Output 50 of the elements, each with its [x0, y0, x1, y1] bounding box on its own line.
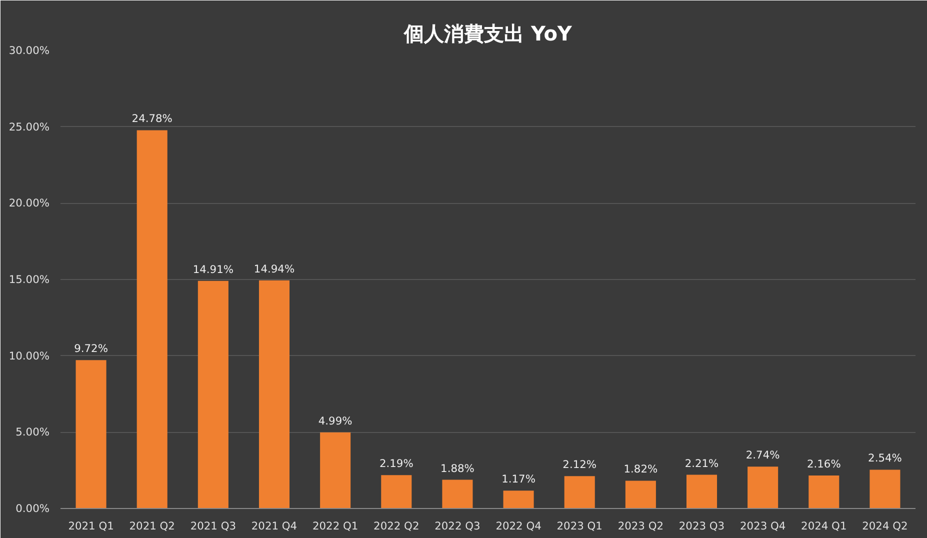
bar [870, 470, 900, 508]
x-tick-label: 2021 Q3 [190, 520, 236, 532]
bar [748, 466, 778, 508]
y-tick-label: 0.00% [16, 502, 50, 515]
bar [686, 474, 718, 508]
x-tick-label: 2022 Q1 [312, 520, 358, 532]
data-label: 2.54% [868, 452, 902, 465]
bar [198, 280, 228, 508]
bar [625, 480, 656, 508]
data-label: 14.91% [192, 262, 234, 276]
x-tick-label: 2024 Q2 [862, 520, 908, 532]
x-tick-label: 2022 Q2 [374, 520, 420, 532]
data-label: 2.19% [379, 457, 414, 470]
data-label: 4.99% [318, 414, 352, 428]
bar [320, 432, 351, 508]
y-tick-label: 5.00% [16, 426, 50, 439]
x-tick-label: 2023 Q2 [618, 520, 664, 532]
x-tick-label: 2024 Q1 [801, 520, 847, 532]
data-label: 1.88% [440, 462, 474, 475]
data-label: 14.94% [254, 262, 295, 276]
data-label: 1.17% [502, 472, 536, 486]
y-tick-label: 25.00% [8, 120, 50, 134]
y-tick-label: 30.00% [8, 44, 50, 57]
data-label: 24.78% [132, 112, 172, 126]
bar [503, 490, 534, 508]
data-label: 9.72% [74, 342, 108, 356]
x-tick-label: 2023 Q1 [556, 520, 602, 532]
x-tick-label: 2023 Q4 [740, 520, 786, 532]
bar [381, 475, 412, 508]
bar [564, 476, 595, 508]
data-label: 1.82% [624, 462, 658, 476]
bar [76, 360, 106, 508]
data-label: 2.74% [746, 448, 780, 462]
x-tick-label: 2022 Q4 [496, 520, 542, 532]
bar [258, 280, 290, 508]
bar [808, 476, 840, 508]
bar [136, 130, 168, 508]
data-label: 2.16% [806, 458, 841, 471]
y-tick-label: 15.00% [8, 273, 50, 286]
y-tick-label: 10.00% [8, 349, 50, 362]
x-tick-label: 2021 Q4 [251, 520, 298, 532]
x-tick-label: 2021 Q1 [68, 520, 114, 532]
chart-title: 個人消費支出 YoY [403, 22, 572, 46]
x-tick-label: 2022 Q3 [434, 520, 480, 532]
data-label: 2.21% [684, 456, 719, 470]
y-tick-label: 20.00% [8, 196, 50, 210]
bar [442, 480, 473, 508]
x-tick-label: 2021 Q2 [129, 520, 175, 532]
x-tick-label: 2023 Q3 [678, 520, 725, 532]
data-label: 2.12% [562, 458, 597, 472]
